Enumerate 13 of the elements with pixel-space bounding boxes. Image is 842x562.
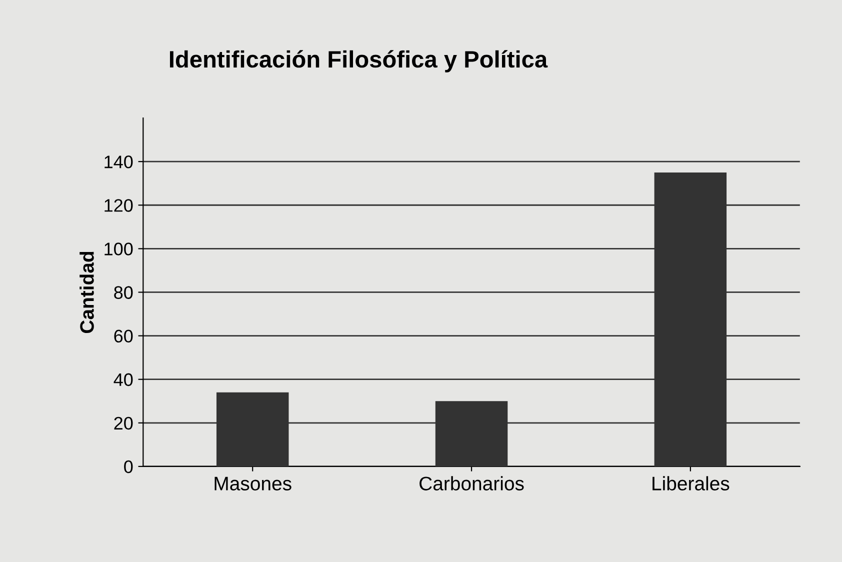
y-tick-label: 0: [124, 460, 133, 474]
y-tick-label: 60: [114, 330, 133, 343]
y-axis-title: Cantidad: [80, 252, 94, 334]
x-tick-label: Liberales: [652, 476, 730, 490]
y-tick-label: 120: [104, 199, 133, 212]
y-tick-label: 40: [114, 373, 133, 386]
y-tick-label: 140: [104, 156, 133, 168]
x-tick-label: Masones: [214, 476, 292, 490]
y-tick-label: 20: [114, 416, 133, 430]
x-tick-label: Carbonarios: [420, 476, 524, 490]
chart-title: Identificación Filosófica y Política: [170, 50, 548, 72]
y-tick-label: 100: [104, 242, 133, 256]
y-tick-label: 80: [114, 286, 133, 299]
